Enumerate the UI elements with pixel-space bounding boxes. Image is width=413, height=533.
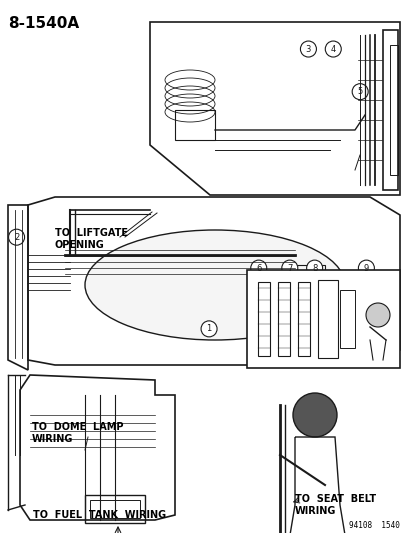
Text: 2: 2 <box>14 233 19 241</box>
Text: 4: 4 <box>330 45 335 53</box>
Circle shape <box>300 41 316 57</box>
Circle shape <box>306 260 322 276</box>
Circle shape <box>281 260 297 276</box>
Circle shape <box>365 303 389 327</box>
Bar <box>175 110 214 140</box>
Text: 9: 9 <box>363 264 368 272</box>
Text: TO  FUEL  TANK  WIRING: TO FUEL TANK WIRING <box>33 510 166 520</box>
Bar <box>339 290 354 348</box>
Text: 1: 1 <box>206 325 211 333</box>
Bar <box>294 265 324 315</box>
Bar <box>389 45 397 175</box>
Bar <box>277 282 289 356</box>
Text: 5: 5 <box>357 87 362 96</box>
Text: WIRING: WIRING <box>32 434 73 444</box>
Text: 6: 6 <box>256 264 261 272</box>
Bar <box>257 282 269 356</box>
Text: 8: 8 <box>311 264 316 272</box>
Text: TO  LIFTGATE: TO LIFTGATE <box>55 228 128 238</box>
Circle shape <box>9 229 24 245</box>
Text: TO  DOME  LAMP: TO DOME LAMP <box>32 422 123 432</box>
Text: TO  SEAT  BELT: TO SEAT BELT <box>294 494 375 504</box>
Circle shape <box>358 260 373 276</box>
Bar <box>317 280 337 358</box>
Text: 94108  1540: 94108 1540 <box>348 521 399 530</box>
Bar <box>85 495 145 523</box>
Ellipse shape <box>85 230 344 340</box>
Text: 3: 3 <box>305 45 310 53</box>
Circle shape <box>351 84 367 100</box>
Bar <box>297 282 309 356</box>
Circle shape <box>292 393 336 437</box>
Text: 8-1540A: 8-1540A <box>8 16 79 31</box>
Bar <box>90 500 140 518</box>
Bar <box>247 270 399 368</box>
Circle shape <box>250 260 266 276</box>
Circle shape <box>325 41 340 57</box>
Text: WIRING: WIRING <box>294 506 335 516</box>
Circle shape <box>201 321 216 337</box>
Text: OPENING: OPENING <box>55 240 104 250</box>
Text: 7: 7 <box>287 264 292 272</box>
Bar <box>382 30 397 190</box>
